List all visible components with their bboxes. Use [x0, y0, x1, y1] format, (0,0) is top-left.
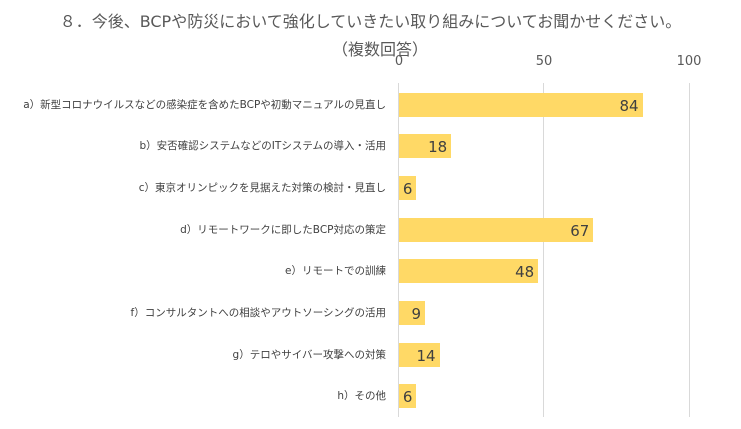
category-label: h）その他: [337, 390, 386, 402]
bar: 14: [399, 343, 440, 367]
bar-value-label: 6: [402, 388, 413, 406]
bar: 9: [399, 301, 426, 325]
bar-row: c）東京オリンピックを見据えた対策の検討・見直し 6: [0, 176, 741, 200]
category-label: e）リモートでの訓練: [285, 265, 386, 277]
category-label: d）リモートワークに即したBCP対応の策定: [180, 224, 386, 236]
bar: 84: [399, 93, 643, 117]
bar-value-label: 9: [411, 305, 422, 323]
bar-row: f）コンサルタントへの相談やアウトソーシングの活用 9: [0, 301, 741, 325]
bar: 6: [399, 384, 417, 408]
x-tick-100: 100: [676, 54, 702, 69]
bar-value-label: 6: [402, 180, 413, 198]
bar-row: g）テロやサイバー攻撃への対策 14: [0, 343, 741, 367]
gridline-50: [543, 83, 544, 417]
bar-value-label: 14: [416, 347, 436, 365]
bar: 18: [399, 134, 452, 158]
bar-row: a）新型コロナウイルスなどの感染症を含めたBCPや初動マニュアルの見直し 84: [0, 93, 741, 117]
bar-row: e）リモートでの訓練 48: [0, 259, 741, 283]
bar-row: d）リモートワークに即したBCP対応の策定 67: [0, 218, 741, 242]
chart-subtitle: （複数回答）: [331, 40, 428, 59]
bar: 6: [399, 176, 417, 200]
bar: 48: [399, 259, 539, 283]
category-label: a）新型コロナウイルスなどの感染症を含めたBCPや初動マニュアルの見直し: [23, 99, 386, 111]
category-label: b）安否確認システムなどのITシステムの導入・活用: [139, 140, 386, 152]
bar-value-label: 67: [570, 222, 590, 240]
x-tick-50: 50: [535, 54, 553, 69]
bar-value-label: 84: [619, 97, 639, 115]
axis-line-0: [398, 83, 399, 417]
bar-value-label: 48: [515, 263, 535, 281]
category-label: f）コンサルタントへの相談やアウトソーシングの活用: [130, 307, 387, 319]
bar-value-label: 18: [428, 138, 448, 156]
bar: 67: [399, 218, 594, 242]
bar-row: h）その他 6: [0, 384, 741, 408]
chart-title: ８．今後、BCPや防災において強化していきたい取り組みについてお聞かせください。: [59, 12, 682, 31]
x-tick-0: 0: [394, 54, 404, 69]
gridline-100: [689, 83, 690, 417]
category-label: g）テロやサイバー攻撃への対策: [232, 349, 386, 361]
bar-row: b）安否確認システムなどのITシステムの導入・活用 18: [0, 134, 741, 158]
category-label: c）東京オリンピックを見据えた対策の検討・見直し: [138, 182, 386, 194]
